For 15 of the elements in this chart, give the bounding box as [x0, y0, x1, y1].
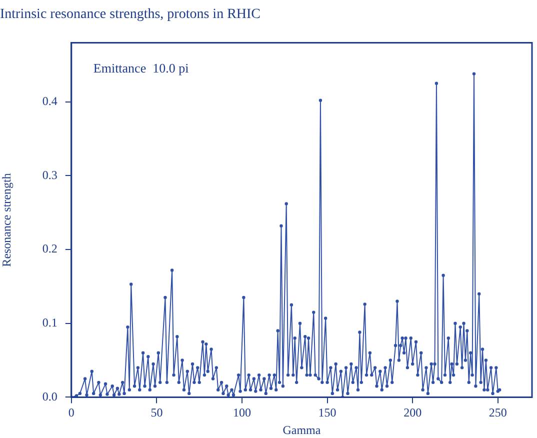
y-axis-title: Resonance strength — [0, 173, 14, 267]
y-tick-label: 0.0 — [42, 389, 58, 404]
x-tick-label: 250 — [488, 406, 507, 420]
x-tick-label: 50 — [150, 406, 163, 420]
chart-title: Intrinsic resonance strengths, protons in RHIC — [0, 7, 261, 22]
y-tick-label: 0.4 — [42, 94, 58, 108]
y-tick-label: 0.1 — [42, 316, 58, 330]
y-tick-label: 0.3 — [42, 168, 58, 182]
x-tick-label: 0 — [68, 406, 74, 420]
annotation: Emittance 10.0 pi — [93, 60, 190, 76]
y-tick-label: 0.2 — [42, 242, 58, 256]
x-tick-label: 200 — [404, 406, 422, 420]
x-axis-title: Gamma — [282, 422, 322, 437]
x-tick-label: 100 — [232, 406, 251, 420]
x-tick-label: 150 — [318, 406, 336, 420]
